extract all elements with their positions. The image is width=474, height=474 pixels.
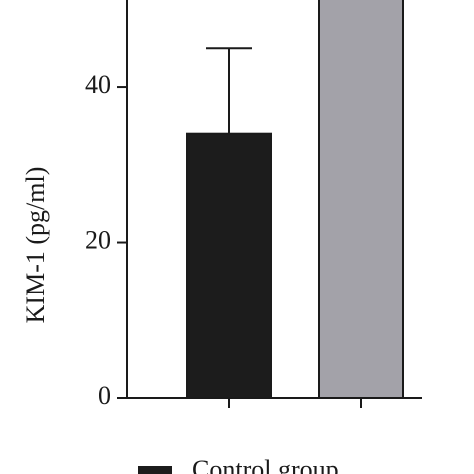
bar xyxy=(318,0,404,399)
bar xyxy=(186,132,272,399)
legend-label: Control group xyxy=(192,455,339,474)
legend-swatch xyxy=(138,466,172,474)
y-axis-label: KIM-1 (pg/ml) xyxy=(21,167,50,324)
y-tick-label: 0 xyxy=(98,381,111,410)
plot-area xyxy=(186,0,404,399)
y-tick-label: 20 xyxy=(85,226,111,255)
y-tick-label: 40 xyxy=(85,70,111,99)
